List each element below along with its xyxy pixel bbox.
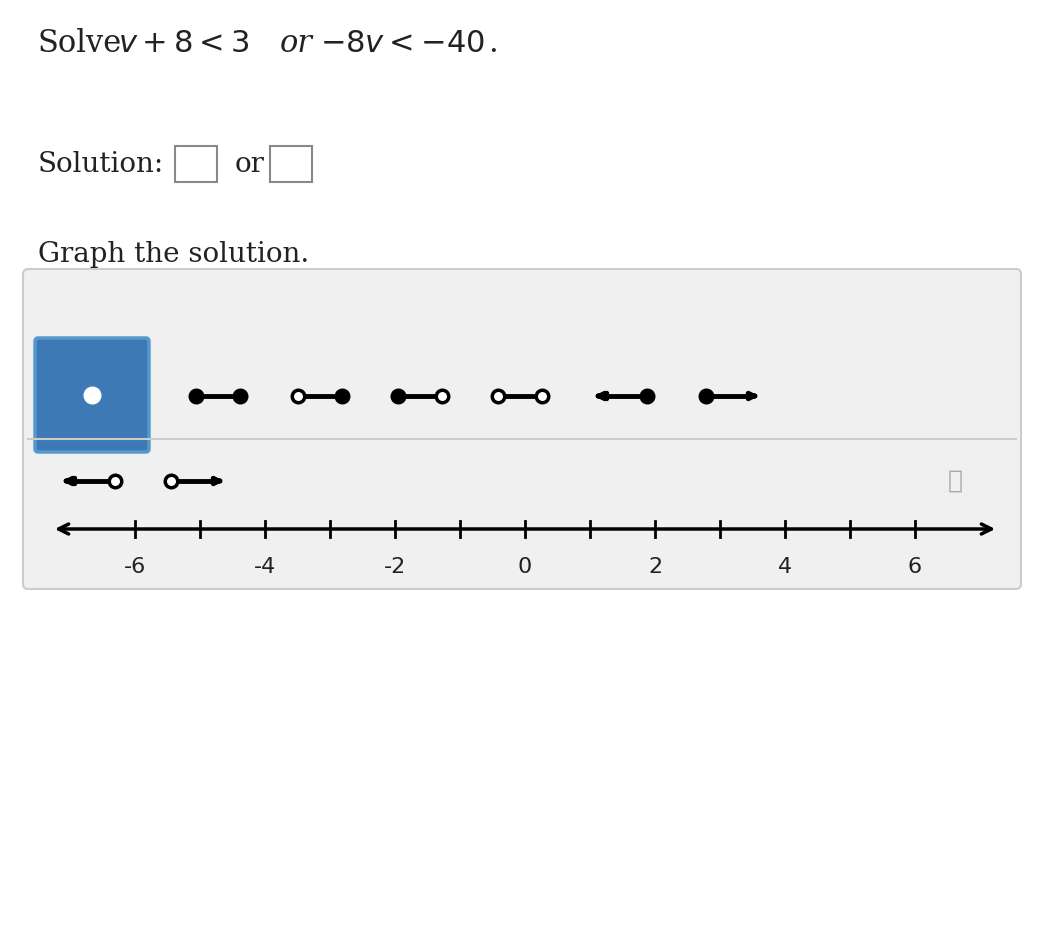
FancyBboxPatch shape: [270, 146, 312, 182]
Text: 0: 0: [518, 557, 532, 577]
Text: Solution:: Solution:: [38, 150, 164, 177]
Text: $v+8 < 3$: $v+8 < 3$: [118, 28, 250, 59]
Text: or: or: [235, 150, 265, 177]
Text: .: .: [488, 28, 498, 59]
Text: -4: -4: [254, 557, 276, 577]
Text: or: or: [280, 28, 313, 59]
Text: -6: -6: [124, 557, 146, 577]
Text: 4: 4: [778, 557, 792, 577]
Text: $-8v < -40$: $-8v < -40$: [321, 28, 484, 59]
Text: 2: 2: [648, 557, 662, 577]
Text: 6: 6: [908, 557, 922, 577]
FancyBboxPatch shape: [175, 146, 217, 182]
FancyBboxPatch shape: [35, 338, 149, 452]
FancyBboxPatch shape: [23, 269, 1021, 589]
Text: -2: -2: [384, 557, 406, 577]
Text: 🗑: 🗑: [948, 469, 963, 493]
Text: Solve: Solve: [38, 28, 122, 59]
Text: Graph the solution.: Graph the solution.: [38, 241, 309, 267]
